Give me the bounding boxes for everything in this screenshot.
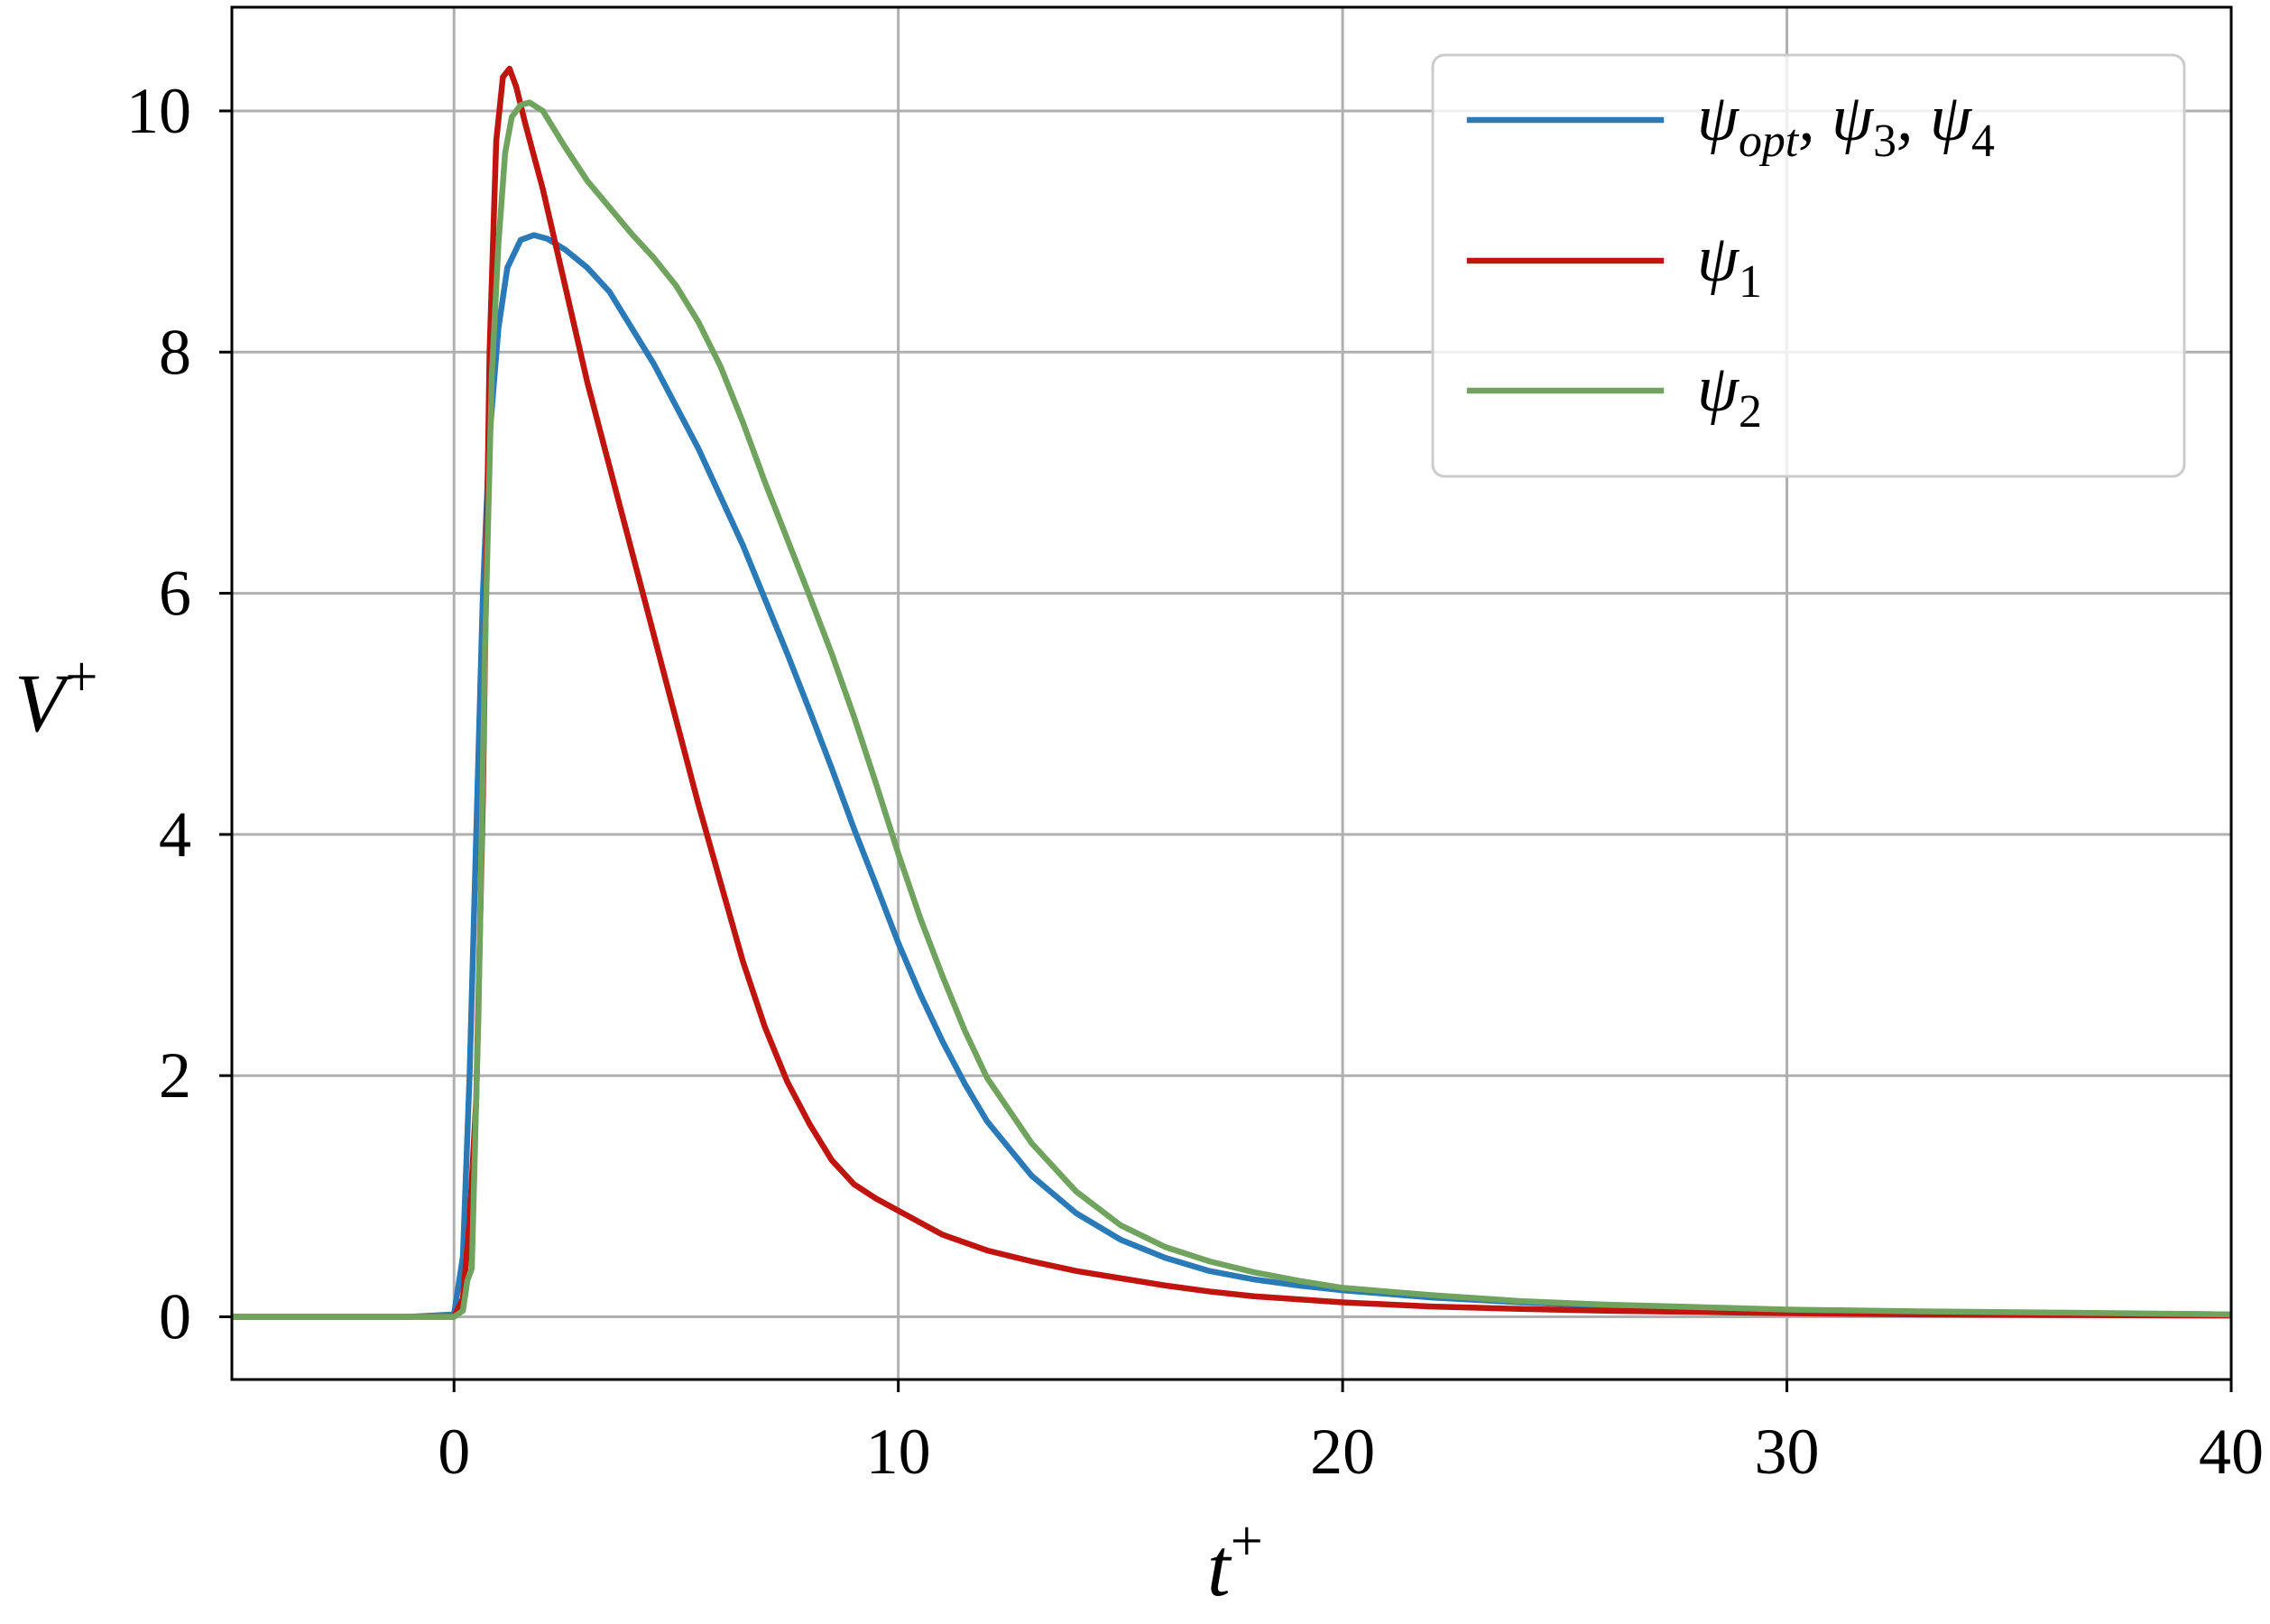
legend-label-text: ψ bbox=[1697, 81, 1740, 155]
y-tick-label: 8 bbox=[159, 316, 191, 388]
y-axis-label-text: V bbox=[14, 657, 74, 749]
y-tick-label: 2 bbox=[159, 1039, 191, 1112]
y-axis: 0 2 4 6 8 10 bbox=[126, 75, 232, 1352]
x-axis-label: t+ bbox=[1207, 1509, 1263, 1613]
legend-label-text: ψ bbox=[1697, 352, 1740, 426]
x-tick-label: 40 bbox=[2199, 1416, 2264, 1488]
legend-label-subscript: opt bbox=[1739, 115, 1800, 167]
legend-label-subscript: 2 bbox=[1739, 386, 1762, 438]
x-tick-label: 10 bbox=[866, 1416, 931, 1488]
y-tick-label: 10 bbox=[126, 75, 191, 147]
y-tick-label: 0 bbox=[159, 1280, 191, 1352]
y-axis-label-superscript: + bbox=[65, 644, 97, 708]
legend-label-text: ψ bbox=[1697, 222, 1740, 296]
axes-frame bbox=[230, 5, 2233, 1381]
legend-label-subscript: 4 bbox=[1971, 115, 1995, 167]
x-axis-label-text: t bbox=[1207, 1521, 1232, 1613]
series-lines bbox=[232, 65, 2231, 1320]
legend-label-subscript: 3 bbox=[1873, 115, 1896, 167]
x-axis-label-superscript: + bbox=[1231, 1509, 1263, 1573]
y-tick-label: 6 bbox=[159, 558, 191, 630]
legend-label-3: ψ2 bbox=[1697, 352, 1762, 438]
legend-label-text: , ψ bbox=[1798, 81, 1875, 155]
y-axis-label: V+ bbox=[14, 644, 98, 749]
x-tick-label: 20 bbox=[1310, 1416, 1375, 1488]
legend-label-text: , ψ bbox=[1896, 81, 1973, 155]
legend-box bbox=[1431, 53, 2186, 478]
legend-label-subscript: 1 bbox=[1739, 256, 1762, 308]
x-tick-label: 30 bbox=[1755, 1416, 1820, 1488]
series-line-3 bbox=[232, 99, 2231, 1320]
x-tick-label: 0 bbox=[438, 1416, 470, 1488]
series-line-2 bbox=[232, 65, 2231, 1320]
legend-label-1: ψopt, ψ3, ψ4 bbox=[1697, 81, 1995, 167]
legend-label-2: ψ1 bbox=[1697, 222, 1762, 308]
x-axis: 0 10 20 30 40 bbox=[438, 1379, 2264, 1488]
y-tick-label: 4 bbox=[159, 798, 191, 871]
